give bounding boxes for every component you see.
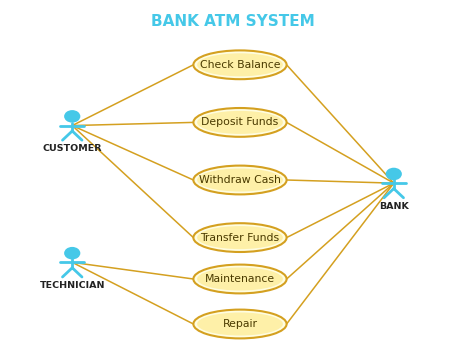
Text: CUSTOMER: CUSTOMER (42, 144, 102, 153)
Text: Repair: Repair (222, 319, 258, 329)
Circle shape (64, 247, 80, 260)
Ellipse shape (197, 267, 283, 291)
Circle shape (64, 110, 80, 123)
Text: Withdraw Cash: Withdraw Cash (199, 175, 281, 185)
Text: BANK ATM SYSTEM: BANK ATM SYSTEM (151, 14, 315, 30)
Text: Check Balance: Check Balance (200, 60, 280, 70)
Ellipse shape (193, 223, 287, 252)
Text: Transfer Funds: Transfer Funds (200, 233, 280, 243)
Ellipse shape (197, 111, 283, 134)
Text: Maintenance: Maintenance (205, 274, 275, 284)
Ellipse shape (193, 310, 287, 338)
Ellipse shape (197, 226, 283, 249)
Ellipse shape (193, 265, 287, 293)
Ellipse shape (193, 108, 287, 137)
Ellipse shape (197, 53, 283, 76)
Ellipse shape (197, 168, 283, 192)
Ellipse shape (193, 50, 287, 79)
Ellipse shape (193, 166, 287, 194)
Ellipse shape (197, 312, 283, 336)
Text: TECHNICIAN: TECHNICIAN (40, 281, 105, 290)
Text: BANK: BANK (379, 202, 409, 211)
Circle shape (386, 168, 402, 180)
Text: Deposit Funds: Deposit Funds (201, 117, 279, 127)
